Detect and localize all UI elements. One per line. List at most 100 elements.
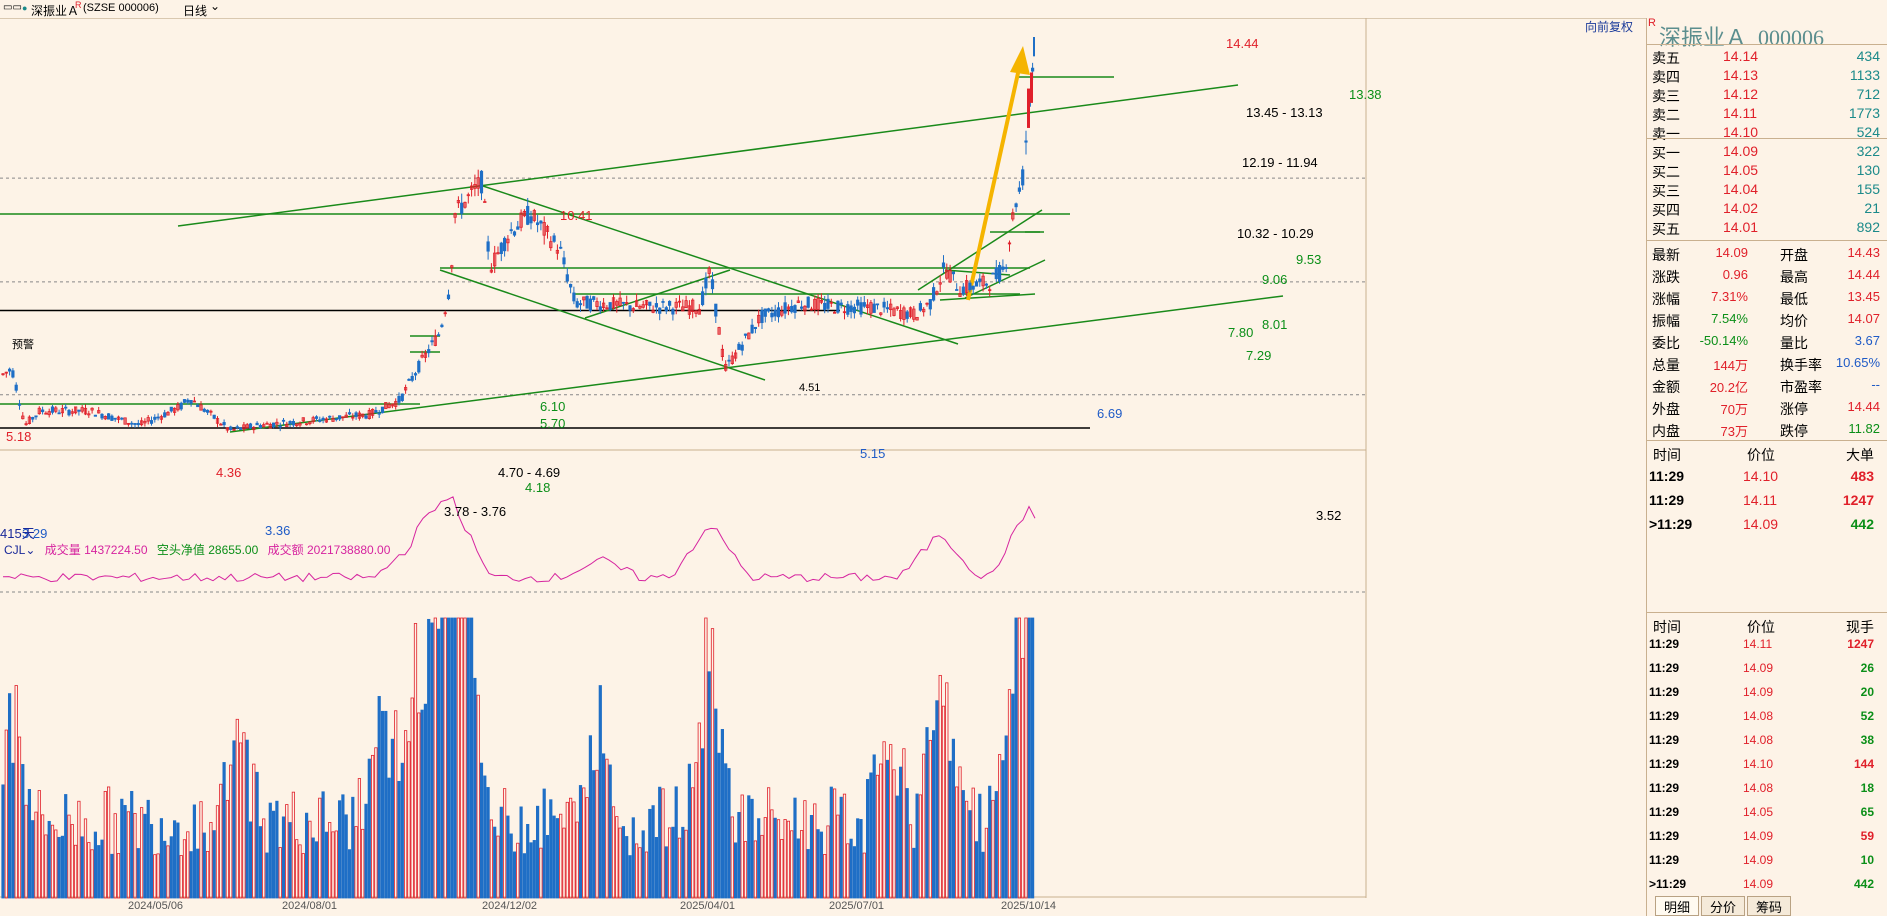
alert-label[interactable]: 预警 [12,339,34,351]
stat-row[interactable]: 最新 14.09 开盘 14.43 [1647,243,1887,264]
tick-row[interactable]: 11:29 14.09 26 [1647,659,1887,680]
chevron-down-icon[interactable]: ⌄ [25,543,36,557]
candle-body [163,412,167,418]
ask-label: 卖二 [1652,107,1680,123]
tick-volume: 26 [1860,661,1874,675]
ask-row[interactable]: 卖四 14.13 1133 [1647,65,1887,86]
candle-body [17,403,22,406]
big-order-row[interactable]: 11:29 14.11 1247 [1647,490,1887,511]
chart-area[interactable] [0,18,1646,916]
volume-bar [572,801,576,899]
bid-row[interactable]: 买二 14.05 130 [1647,160,1887,181]
tick-row[interactable]: >11:29 14.09 442 [1647,875,1887,896]
tick-row[interactable]: 11:29 14.09 20 [1647,683,1887,704]
volume-bar [196,848,200,899]
volume-bar [925,727,929,899]
candle-body [107,413,111,420]
volume-label: 成交量 [44,543,81,557]
ask-row[interactable]: 卖一 14.10 524 [1647,122,1887,143]
bid-label: 买二 [1652,164,1680,180]
kline-chart[interactable] [0,18,1646,916]
candle-body [430,340,434,343]
label-9-06: 9.06 [1262,272,1288,287]
bid-row[interactable]: 买一 14.09 322 [1647,141,1887,162]
volume-bar [539,847,543,899]
tick-row[interactable]: 11:29 14.05 65 [1647,803,1887,824]
tick-row[interactable]: 11:29 14.10 144 [1647,755,1887,776]
candle-body [50,406,55,413]
period-selector[interactable]: 日线 [183,4,208,18]
ask-row[interactable]: 卖三 14.12 712 [1647,84,1887,105]
bid-row[interactable]: 买五 14.01 892 [1647,217,1887,238]
candle-body [529,216,533,224]
bid-row[interactable]: 买四 14.02 21 [1647,198,1887,219]
x-tick-label: 2025/04/01 [680,900,736,912]
big-order-row[interactable]: 11:29 14.10 483 [1647,466,1887,487]
candle-body [516,226,520,230]
candle-body [235,426,239,429]
volume-bar [357,778,362,899]
tick-row[interactable]: 11:29 14.08 18 [1647,779,1887,800]
candle-body [701,291,705,306]
stat-row[interactable]: 外盘 70万 涨停 14.44 [1647,397,1887,418]
restore-button[interactable]: 向前复权 [1585,20,1634,34]
volume-bar [301,853,305,899]
volume-bar [80,836,84,899]
order-time: 11:29 [1649,468,1685,484]
candle-body [595,301,599,307]
candle-body [932,287,936,301]
candle-body [1031,67,1035,72]
volume-bar [450,617,454,899]
trendline [229,295,1284,433]
menu-icon[interactable]: ▭▭ [3,2,22,13]
volume-bar [707,671,711,899]
tick-row[interactable]: 11:29 14.09 59 [1647,827,1887,848]
volume-bar [215,805,220,899]
trendline [964,259,1046,299]
volume-bar [278,847,282,899]
bid-row[interactable]: 买三 14.04 155 [1647,179,1887,200]
order-volume: 483 [1850,468,1874,484]
indicator-selector[interactable]: CJL [4,543,26,557]
ask-row[interactable]: 卖二 14.11 1773 [1647,103,1887,124]
stat-row[interactable]: 总量 144万 换手率 10.65% [1647,353,1887,374]
stat-row[interactable]: 委比 -50.14% 量比 3.67 [1647,331,1887,352]
label-5-15: 5.15 [860,446,886,461]
candle-body [747,332,751,340]
stat-row[interactable]: 金额 20.2亿 市盈率 -- [1647,375,1887,396]
volume-bar [44,834,48,899]
tick-row[interactable]: 11:29 14.09 10 [1647,851,1887,872]
top-bar: ▭▭ ● 深振业Ａ R (SZSE 000006) 日线 ⌄ [0,0,1887,19]
tick-row[interactable]: 11:29 14.08 52 [1647,707,1887,728]
volume-bar [724,763,728,899]
stat-row[interactable]: 涨跌 0.96 最高 14.44 [1647,265,1887,286]
candle-body [460,202,464,214]
stat-row[interactable]: 内盘 73万 跌停 11.82 [1647,419,1887,440]
volume-bar [727,768,731,899]
volume-bar [545,834,550,899]
stat-value-2: 14.44 [1847,399,1880,414]
stat-row[interactable]: 振幅 7.54% 均价 14.07 [1647,309,1887,330]
tick-row[interactable]: 11:29 14.08 38 [1647,731,1887,752]
candle-body [285,423,289,427]
ticks-header[interactable]: 时间 价位 现手 [1647,615,1887,636]
big-order-row[interactable]: >11:29 14.09 442 [1647,514,1887,535]
ask-row[interactable]: 卖五 14.14 434 [1647,46,1887,67]
volume-bar [377,696,381,899]
bid-price: 14.02 [1723,200,1759,216]
tab-筹码[interactable]: 筹码 [1747,896,1791,916]
volume-bar [879,763,883,899]
chevron-down-icon[interactable]: ⌄ [210,0,221,13]
stat-row[interactable]: 涨幅 7.31% 最低 13.45 [1647,287,1887,308]
divider [1647,440,1887,441]
tick-row[interactable]: 11:29 14.11 1247 [1647,635,1887,656]
ask-price: 14.11 [1723,105,1757,121]
order-time: 11:29 [1649,492,1685,508]
ask-price: 14.14 [1723,48,1759,64]
tab-明细[interactable]: 明细 [1655,896,1699,916]
candle-body [374,410,378,413]
big-orders-header[interactable]: 时间 价位 大单 [1647,443,1887,464]
volume-bar [737,812,741,899]
tab-分价[interactable]: 分价 [1701,896,1745,916]
volume-bar [559,813,563,899]
